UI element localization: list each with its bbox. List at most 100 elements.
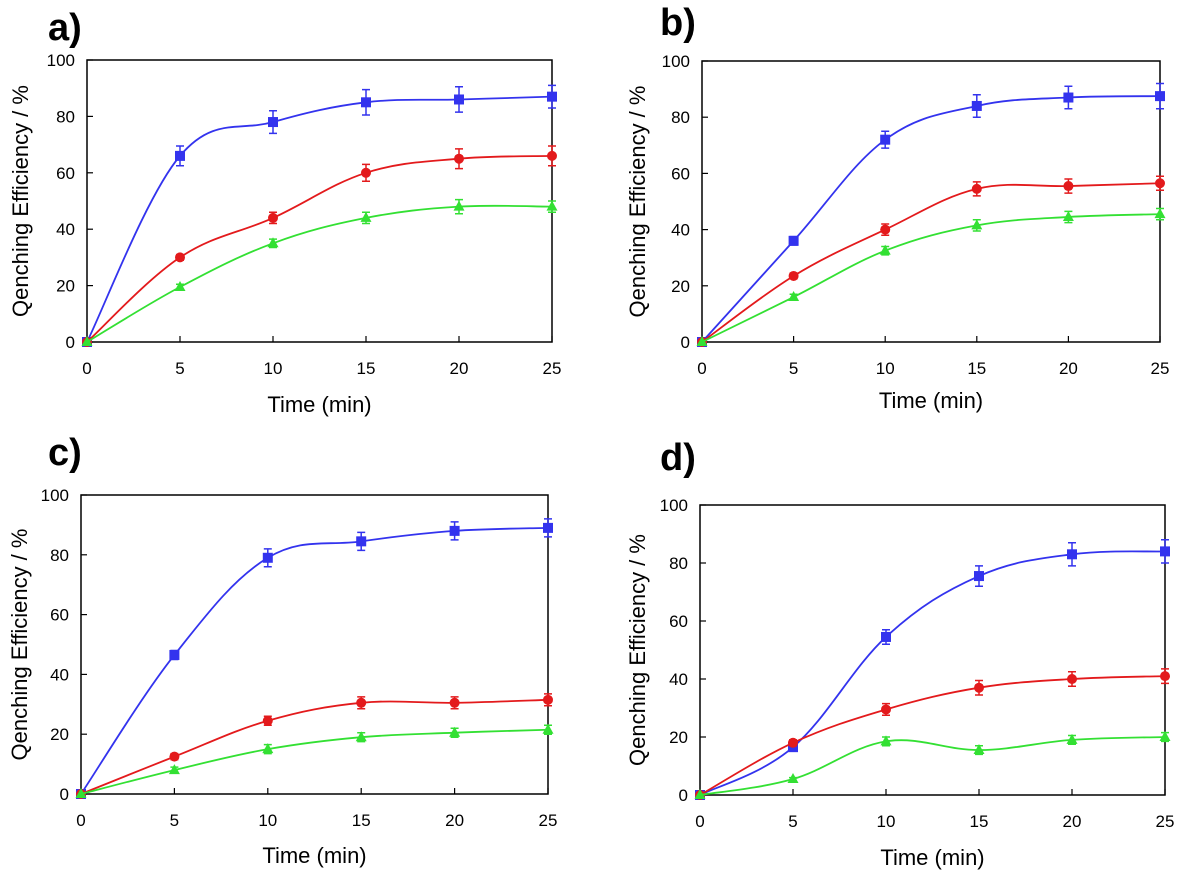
data-point (1155, 178, 1165, 189)
x-axis-title: Time (min) (262, 843, 366, 868)
data-point (449, 525, 460, 536)
x-tick-label: 10 (258, 811, 277, 830)
data-point (454, 94, 464, 105)
panel-label: b) (660, 2, 696, 44)
panel-label: d) (660, 437, 696, 479)
series-line (80, 698, 549, 795)
x-tick-label: 15 (357, 359, 376, 378)
data-point (694, 789, 706, 799)
y-tick-label: 60 (671, 164, 690, 183)
y-axis-title: Qenching Efficiency / % (7, 529, 32, 761)
x-tick-label: 5 (175, 359, 184, 378)
data-point (449, 697, 460, 708)
data-point (787, 773, 799, 784)
y-tick-label: 80 (56, 107, 75, 126)
y-tick-label: 0 (60, 785, 69, 804)
x-tick-label: 25 (539, 811, 558, 830)
data-point (1160, 546, 1170, 557)
data-point (1160, 671, 1170, 682)
y-tick-label: 80 (671, 108, 690, 127)
panel-b: b) 0 20 40 60 80 100 0 5 10 15 20 25 Time (min) Qench… (625, 2, 1169, 413)
x-tick-label: 25 (1151, 359, 1170, 378)
x-tick-label: 10 (264, 359, 283, 378)
data-point (175, 150, 185, 161)
y-tick-label: 20 (50, 725, 69, 744)
data-point (542, 723, 554, 734)
data-point (1067, 674, 1077, 684)
y-tick-label: 0 (66, 333, 75, 352)
data-point (361, 167, 371, 178)
panel-c: c) 0 20 40 60 80 100 0 5 10 15 20 25 Time (min) Qench… (7, 432, 557, 868)
x-tick-label: 25 (543, 359, 562, 378)
data-point (454, 153, 464, 164)
data-point (81, 336, 93, 346)
x-axis-title: Time (min) (267, 392, 371, 417)
y-tick-label: 20 (671, 277, 690, 296)
plot-area-frame (80, 494, 549, 795)
data-point (175, 252, 185, 263)
panel-d: d) 0 20 40 60 80 100 0 5 10 15 20 25 Time (min) Qench… (625, 437, 1174, 870)
x-tick-label: 5 (788, 812, 797, 831)
data-point (880, 735, 892, 746)
data-point (168, 764, 180, 775)
y-tick-label: 100 (660, 496, 688, 515)
y-axis-title: Qenching Efficiency / % (625, 86, 650, 318)
data-point (881, 704, 891, 715)
y-tick-label: 100 (41, 486, 69, 505)
y-tick-label: 60 (669, 612, 688, 631)
y-tick-label: 80 (669, 554, 688, 573)
series-line (80, 728, 549, 795)
y-tick-label: 20 (669, 728, 688, 747)
data-point (788, 291, 800, 302)
panel-a: a) 0 20 40 60 80 100 0 5 10 15 20 25 Time (min) Qench… (8, 7, 561, 417)
x-axis-title: Time (min) (880, 845, 984, 870)
x-tick-label: 0 (82, 359, 91, 378)
data-point (788, 235, 799, 246)
y-tick-label: 40 (56, 220, 75, 239)
data-point (547, 91, 557, 102)
data-point (174, 281, 186, 292)
data-point (1155, 91, 1165, 102)
data-point (971, 183, 982, 194)
data-point (547, 150, 557, 161)
series-line (701, 213, 1161, 343)
data-point (268, 212, 278, 223)
series-line (701, 182, 1161, 343)
data-point (546, 200, 558, 211)
x-tick-label: 20 (445, 811, 464, 830)
data-point (881, 631, 891, 642)
data-point (169, 751, 180, 762)
data-point (1154, 208, 1166, 219)
data-point (880, 224, 891, 235)
data-point (696, 336, 708, 346)
x-tick-label: 25 (1156, 812, 1175, 831)
data-point (356, 536, 367, 547)
y-tick-label: 60 (50, 606, 69, 625)
x-tick-label: 15 (352, 811, 371, 830)
data-point (879, 244, 891, 255)
x-tick-label: 5 (170, 811, 179, 830)
series-line (80, 526, 549, 795)
x-tick-label: 20 (1059, 359, 1078, 378)
data-point (1063, 181, 1074, 192)
y-tick-label: 20 (56, 277, 75, 296)
y-tick-label: 100 (662, 52, 690, 71)
y-tick-label: 0 (681, 333, 690, 352)
y-tick-label: 60 (56, 164, 75, 183)
x-axis-title: Time (min) (879, 388, 983, 413)
y-tick-label: 80 (50, 546, 69, 565)
series-line (699, 675, 1166, 796)
series-line (86, 204, 553, 343)
plot-area-frame (699, 504, 1166, 796)
x-tick-label: 0 (695, 812, 704, 831)
y-tick-label: 40 (669, 670, 688, 689)
x-tick-label: 20 (1063, 812, 1082, 831)
data-point (169, 649, 180, 660)
x-tick-label: 0 (76, 811, 85, 830)
series-line (699, 550, 1166, 796)
data-point (361, 97, 371, 108)
data-point (788, 270, 799, 281)
data-point (1066, 733, 1078, 744)
series-line (701, 95, 1161, 343)
